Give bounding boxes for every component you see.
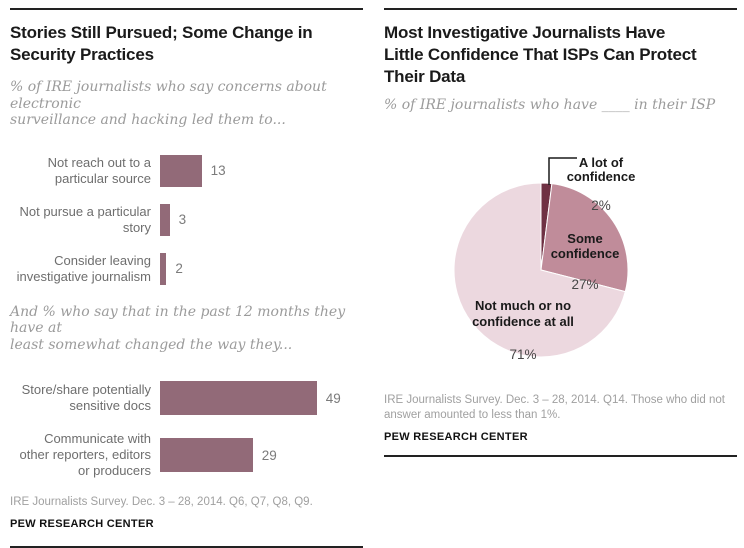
- bottom-rule: [384, 454, 737, 457]
- bar-row: Consider leaving investigative journalis…: [10, 252, 363, 285]
- source-note: IRE Journalists Survey. Dec. 3 – 28, 201…: [10, 496, 313, 508]
- bar-category-label: Store/share potentially sensitive docs: [21, 382, 151, 413]
- bar-category-label: Not reach out to a particular source: [47, 154, 151, 186]
- bar: [160, 154, 202, 187]
- pie-slice-2: [453, 181, 626, 357]
- brand-label: PEW RESEARCH CENTER: [10, 518, 154, 530]
- bar-track: 49: [160, 381, 341, 415]
- pie-label-a-lot-of-confidence: A lot of confidence 2%: [555, 142, 647, 227]
- pie-label-some-confidence: Some confidence 27%: [537, 216, 633, 307]
- brand-label: PEW RESEARCH CENTER: [384, 430, 528, 443]
- bar: [160, 252, 167, 285]
- bar-row: Communicate with other reporters, editor…: [10, 431, 363, 479]
- chart-title: Most Investigative Journalists Have Litt…: [384, 23, 697, 86]
- source-note: IRE Journalists Survey. Dec. 3 – 28, 201…: [384, 393, 725, 421]
- bar-value-label: 2: [175, 261, 183, 276]
- pie-svg: [453, 156, 629, 357]
- bar-row: Store/share potentially sensitive docs 49: [10, 381, 363, 415]
- chart-subtitle: % of IRE journalists who say concerns ab…: [10, 79, 327, 128]
- bar-value-label: 49: [325, 390, 341, 406]
- callout-line: [548, 156, 577, 185]
- bar-row: Not reach out to a particular source 13: [10, 154, 363, 187]
- pie-label-text: A lot of confidence: [566, 154, 636, 184]
- bar-chart-group-2: Store/share potentially sensitive docs 49…: [10, 381, 363, 479]
- pie-label-text: Not much or no confidence at all: [472, 297, 574, 329]
- bar-category-label: Not pursue a particular story: [19, 203, 151, 235]
- bar-track: 3: [160, 203, 187, 236]
- bar-track: 2: [160, 252, 183, 285]
- right-chart-panel: Most Investigative Journalists Have Litt…: [384, 8, 737, 457]
- bar-row: Not pursue a particular story 3: [10, 203, 363, 236]
- pie-slice-1: [540, 182, 629, 292]
- bar-category-label: Communicate with other reporters, editor…: [19, 431, 151, 478]
- chart-subtitle: % of IRE journalists who have ____ in th…: [384, 97, 716, 113]
- bar-value-label: 3: [178, 212, 187, 227]
- bar-value-label: 13: [210, 163, 226, 178]
- bar-chart-group-1: Not reach out to a particular source 13 No…: [10, 154, 363, 285]
- pie-label-not-much-or-no-confidence: Not much or no confidence at all 71%: [454, 282, 592, 379]
- bar: [160, 438, 253, 472]
- bar-track: 29: [160, 438, 277, 472]
- bar-category-label: Consider leaving investigative journalis…: [16, 252, 151, 284]
- pie-label-text: Some confidence: [550, 230, 620, 261]
- bar: [160, 203, 170, 236]
- bar: [160, 381, 317, 415]
- chart-subtitle-2: And % who say that in the past 12 months…: [10, 303, 346, 353]
- pie-label-percent: 71%: [509, 346, 537, 362]
- bar-value-label: 29: [261, 447, 277, 463]
- left-chart-panel: Stories Still Pursued; Some Change in Se…: [10, 8, 363, 548]
- pie-label-percent: 27%: [571, 276, 599, 292]
- bar-track: 13: [160, 154, 226, 187]
- chart-title: Stories Still Pursued; Some Change in Se…: [10, 23, 313, 64]
- pie-label-percent: 2%: [591, 197, 611, 213]
- pie-chart: A lot of confidence 2% Some confidence 2…: [384, 140, 714, 362]
